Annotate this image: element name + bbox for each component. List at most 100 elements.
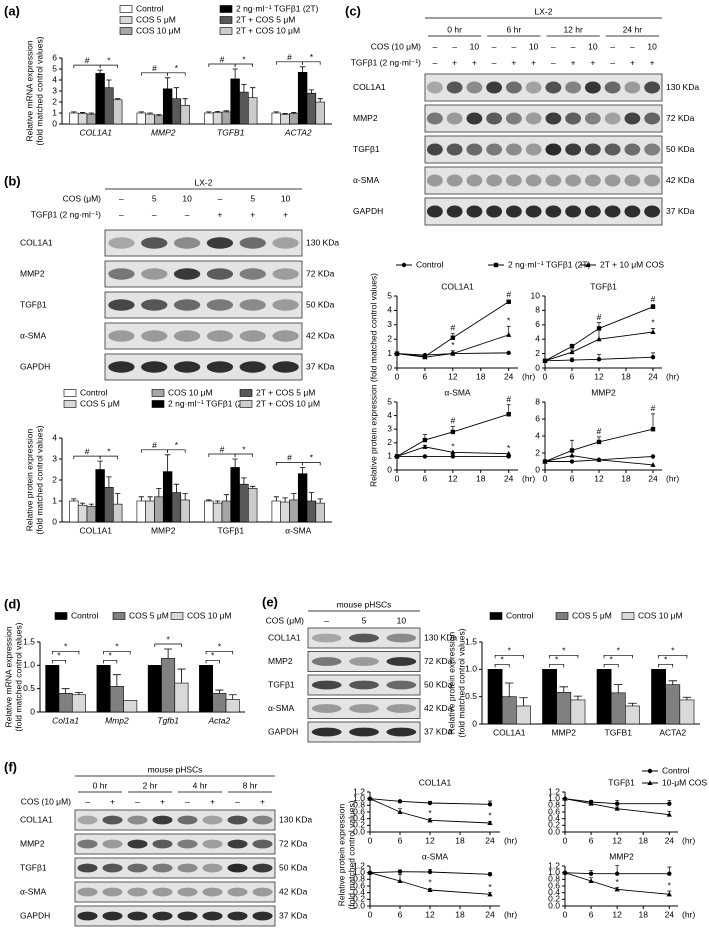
y-tick-label: 0.4 bbox=[548, 813, 560, 823]
blot-strip bbox=[424, 197, 663, 226]
significance-label: * bbox=[668, 880, 672, 890]
blot-strip bbox=[104, 260, 303, 288]
x-tick-label: 12 bbox=[612, 909, 622, 919]
x-tick-label: 6 bbox=[398, 835, 403, 845]
blot-band bbox=[505, 205, 522, 218]
error-bar bbox=[138, 496, 144, 501]
error-bar bbox=[273, 496, 279, 501]
bar bbox=[96, 665, 111, 713]
bar bbox=[180, 499, 190, 523]
y-tick-label: 5 bbox=[387, 290, 392, 300]
blot-band bbox=[173, 361, 201, 373]
y-tick-label: 4 bbox=[535, 430, 540, 440]
error-bar bbox=[300, 66, 306, 73]
condition-value: – bbox=[452, 41, 457, 51]
blot-band bbox=[77, 863, 98, 873]
condition-value: 5 bbox=[362, 615, 367, 625]
marker bbox=[394, 453, 400, 459]
significance-label: * bbox=[507, 315, 511, 325]
significance-label: * bbox=[57, 651, 61, 661]
blot-band bbox=[349, 657, 379, 666]
marker bbox=[427, 817, 433, 823]
bar bbox=[306, 500, 317, 523]
bar bbox=[306, 92, 317, 125]
bar bbox=[315, 101, 325, 125]
x-tick-label: α-SMA bbox=[285, 525, 311, 535]
size-label: 42 KDa bbox=[306, 330, 335, 340]
blot-band bbox=[505, 174, 522, 187]
blot-band bbox=[206, 299, 234, 311]
error-bar bbox=[182, 493, 188, 500]
condition-value: + bbox=[110, 796, 115, 806]
size-label: 72 KDa bbox=[279, 838, 308, 848]
marker bbox=[367, 869, 373, 875]
legend-label: COS 5 μM bbox=[80, 398, 120, 408]
blot-band bbox=[525, 112, 542, 125]
x-tick-label: 6 bbox=[589, 909, 594, 919]
blot-strip bbox=[424, 166, 663, 195]
marker bbox=[569, 459, 575, 464]
bar bbox=[239, 483, 249, 523]
size-label: 37 KDa bbox=[666, 206, 695, 216]
marker bbox=[596, 357, 602, 362]
y-axis-label: Relative protein expression bbox=[336, 803, 346, 906]
marker bbox=[667, 801, 672, 806]
blot-strip bbox=[424, 73, 663, 102]
blot-strip bbox=[104, 291, 303, 319]
x-tick-label: TGFβ1 bbox=[217, 525, 244, 535]
blot-band bbox=[102, 815, 123, 825]
marker bbox=[596, 439, 602, 445]
error-bar bbox=[165, 77, 171, 89]
legend-swatch bbox=[621, 612, 635, 620]
condition-value: – bbox=[512, 41, 517, 51]
error-bar bbox=[214, 110, 221, 113]
error-bar bbox=[300, 467, 306, 474]
condition-value: – bbox=[571, 41, 576, 51]
significance-label: # bbox=[85, 446, 90, 456]
legend-label: Control bbox=[506, 610, 534, 620]
y-tick-label: 0.2 bbox=[353, 894, 365, 904]
y-tick-label: 1 bbox=[387, 451, 392, 461]
significance-label: * bbox=[310, 453, 314, 463]
panel-label: (a) bbox=[4, 3, 20, 18]
significance-bracket bbox=[103, 659, 118, 664]
legend-label: COS 5 μM bbox=[129, 610, 169, 620]
bar bbox=[271, 500, 281, 523]
bar bbox=[95, 73, 105, 125]
significance-bracket bbox=[205, 659, 220, 664]
blot-band bbox=[202, 815, 223, 825]
protein-label: MMP2 bbox=[268, 656, 293, 666]
condition-value: + bbox=[590, 57, 595, 67]
blot-band bbox=[77, 887, 98, 897]
x-tick-label: ACTA2 bbox=[284, 127, 312, 137]
x-tick-label: MMP2 bbox=[151, 127, 176, 137]
blot-band bbox=[202, 911, 223, 921]
blot-band bbox=[173, 330, 201, 342]
subplot-title: TGFβ1 bbox=[608, 777, 635, 787]
marker bbox=[422, 444, 428, 449]
bar bbox=[501, 696, 517, 725]
protein-label: MMP2 bbox=[20, 838, 45, 848]
protein-label: GAPDH bbox=[353, 206, 383, 216]
blot-band bbox=[644, 143, 661, 156]
series-line bbox=[396, 413, 509, 457]
error-bar bbox=[214, 500, 221, 504]
bar bbox=[248, 488, 258, 523]
blot-band bbox=[545, 143, 562, 156]
blot-band bbox=[624, 174, 641, 187]
marker bbox=[588, 878, 594, 883]
x-tick-label: 12 bbox=[425, 909, 435, 919]
blot-band bbox=[152, 887, 173, 897]
condition-value: – bbox=[492, 57, 497, 67]
blot-band bbox=[466, 174, 483, 187]
bar bbox=[45, 665, 60, 713]
y-tick-label: 1 bbox=[387, 348, 392, 358]
condition-value: – bbox=[185, 209, 190, 219]
error-bar bbox=[682, 696, 692, 700]
marker bbox=[506, 412, 511, 417]
significance-bracket bbox=[51, 659, 66, 664]
legend-label: COS 10 μM bbox=[187, 610, 232, 620]
marker bbox=[666, 891, 672, 897]
y-axis-label: Relative mRNA expression bbox=[24, 40, 34, 141]
